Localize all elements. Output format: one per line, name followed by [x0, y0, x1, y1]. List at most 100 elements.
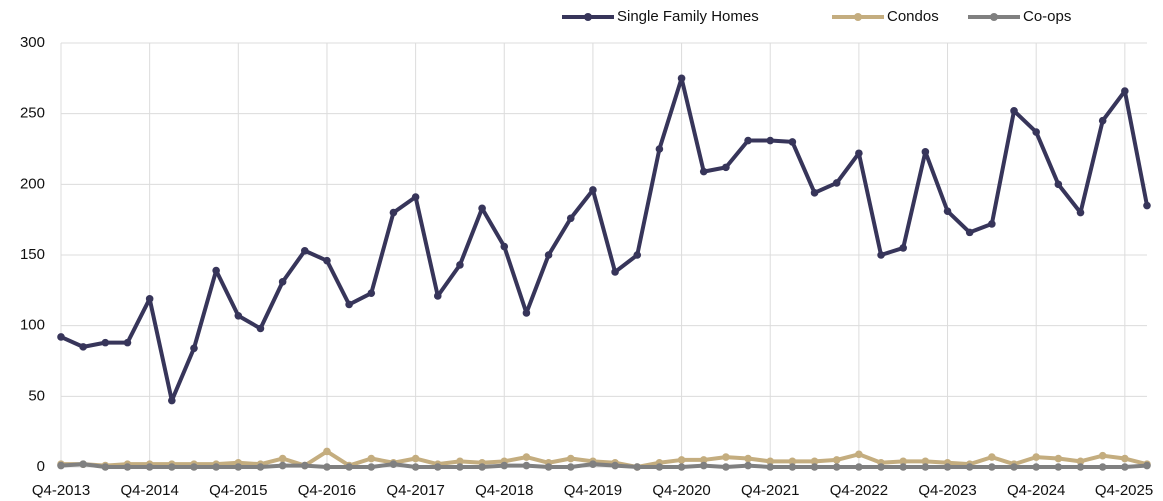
- point: [278, 278, 287, 286]
- point: [611, 268, 619, 276]
- x-tick-label: Q4-2021: [741, 482, 799, 499]
- point: [101, 463, 110, 471]
- point: [1032, 128, 1040, 136]
- point: [345, 463, 353, 471]
- point: [57, 461, 65, 470]
- y-tick-label: 200: [20, 175, 45, 192]
- legend-marker: [854, 13, 862, 21]
- point: [323, 463, 331, 471]
- point: [1121, 463, 1129, 471]
- y-tick-label: 50: [28, 387, 45, 404]
- point: [899, 457, 908, 466]
- point: [256, 324, 265, 333]
- y-tick-label: 0: [37, 458, 45, 475]
- point: [212, 463, 220, 471]
- x-tick-label: Q4-2014: [120, 482, 178, 499]
- point: [566, 454, 575, 463]
- legend-label: Condos: [887, 8, 939, 25]
- point: [300, 246, 309, 255]
- point: [411, 463, 420, 471]
- point: [633, 463, 642, 471]
- point: [855, 149, 863, 158]
- point: [433, 292, 442, 300]
- point: [323, 256, 331, 265]
- point: [345, 300, 353, 309]
- point: [1121, 87, 1129, 95]
- x-tick-label: Q4-2024: [1007, 482, 1065, 499]
- point: [389, 460, 398, 468]
- point: [677, 74, 686, 83]
- point: [1032, 453, 1040, 461]
- point: [744, 136, 752, 145]
- y-tick-label: 300: [20, 34, 45, 51]
- point: [544, 251, 553, 259]
- point: [921, 148, 930, 156]
- point: [323, 447, 331, 456]
- point: [57, 333, 65, 341]
- point: [456, 261, 464, 269]
- point: [1098, 116, 1107, 125]
- point: [256, 463, 265, 471]
- point: [1098, 463, 1107, 471]
- point: [810, 189, 819, 197]
- point: [611, 461, 619, 470]
- point: [367, 463, 376, 471]
- point: [722, 463, 730, 471]
- point: [832, 456, 841, 464]
- y-tick-label: 250: [20, 105, 45, 122]
- point: [278, 454, 287, 463]
- point: [544, 463, 553, 471]
- point: [788, 138, 797, 146]
- point: [677, 456, 686, 464]
- x-tick-label: Q4-2018: [475, 482, 533, 499]
- point: [123, 463, 132, 471]
- point: [855, 450, 863, 459]
- legend-marker: [584, 13, 592, 21]
- point: [899, 244, 908, 252]
- point: [411, 454, 420, 463]
- point: [123, 338, 132, 347]
- point: [168, 463, 176, 471]
- point: [411, 193, 420, 201]
- x-tick-label: Q4-2017: [386, 482, 444, 499]
- point: [921, 457, 930, 466]
- point: [699, 167, 708, 176]
- point: [101, 338, 110, 347]
- point: [655, 145, 664, 153]
- point: [145, 295, 154, 303]
- point: [1010, 463, 1018, 471]
- point: [456, 463, 464, 471]
- x-tick-label: Q4-2023: [918, 482, 976, 499]
- point: [566, 214, 575, 223]
- point: [1076, 463, 1085, 471]
- point: [433, 463, 442, 471]
- point: [566, 463, 575, 471]
- point: [500, 461, 509, 470]
- point: [722, 453, 730, 461]
- point: [478, 204, 486, 213]
- point: [965, 463, 974, 471]
- point: [921, 463, 930, 471]
- point: [522, 453, 531, 461]
- x-tick-label: Q4-2019: [564, 482, 622, 499]
- point: [500, 242, 509, 251]
- point: [522, 461, 531, 470]
- series-line: [60, 76, 1149, 403]
- point: [168, 396, 176, 405]
- point: [212, 266, 220, 275]
- point: [1032, 463, 1040, 471]
- point: [1054, 463, 1063, 471]
- point: [1054, 454, 1063, 463]
- point: [234, 463, 243, 471]
- point: [367, 289, 376, 297]
- point: [1076, 208, 1085, 217]
- x-tick-label: Q4-2015: [209, 482, 267, 499]
- x-tick-label: Q4-2025: [1095, 482, 1153, 499]
- point: [389, 208, 398, 217]
- point: [943, 463, 952, 471]
- point: [1121, 454, 1129, 463]
- x-tick-label: Q4-2016: [298, 482, 356, 499]
- point: [1010, 107, 1018, 115]
- point: [367, 454, 376, 463]
